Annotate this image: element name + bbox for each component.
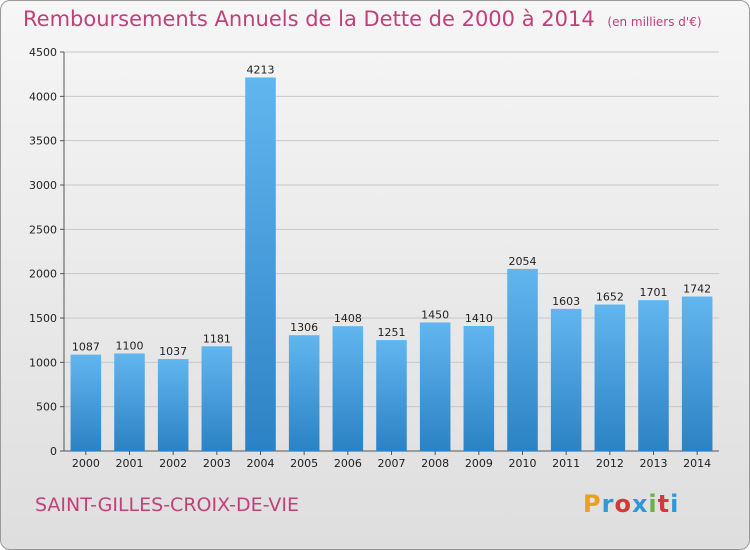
value-label: 1450	[421, 308, 449, 321]
bar	[332, 326, 364, 451]
y-tick-label: 3000	[29, 179, 57, 192]
x-tick-label: 2006	[334, 457, 362, 470]
x-tick-label: 2003	[203, 457, 231, 470]
bar	[638, 300, 669, 451]
y-tick-label: 4000	[29, 90, 57, 103]
bar	[463, 325, 495, 451]
x-tick-label: 2011	[552, 457, 580, 470]
x-tick-label: 2002	[159, 457, 187, 470]
logo-letter: o	[614, 490, 632, 518]
value-label: 1087	[72, 341, 100, 354]
y-tick-label: 500	[36, 401, 57, 414]
x-tick-label: 2012	[596, 457, 624, 470]
bar	[681, 296, 713, 451]
value-label: 4213	[247, 63, 275, 76]
bar	[201, 346, 233, 451]
x-tick-label: 2010	[509, 457, 537, 470]
bar	[550, 308, 582, 451]
logo-letter: r	[601, 490, 615, 518]
x-tick-label: 2005	[290, 457, 318, 470]
x-tick-label: 2007	[378, 457, 406, 470]
value-label: 1603	[552, 295, 580, 308]
town-name: SAINT-GILLES-CROIX-DE-VIE	[35, 494, 299, 516]
x-tick-label: 2009	[465, 457, 493, 470]
value-label: 2054	[509, 255, 537, 268]
bar	[70, 354, 102, 451]
bar	[376, 340, 407, 451]
bar	[157, 359, 189, 451]
x-tick-label: 2000	[72, 457, 100, 470]
logo-letter: i	[648, 490, 658, 518]
logo-letter: i	[670, 490, 680, 518]
value-label: 1652	[596, 291, 624, 304]
bars	[70, 77, 713, 452]
x-tick-label: 2001	[116, 457, 144, 470]
x-tick-label: 2008	[421, 457, 449, 470]
chart-title-text: Remboursements Annuels de la Dette de 20…	[23, 7, 595, 31]
bar	[245, 77, 276, 452]
value-label: 1251	[378, 326, 406, 339]
y-tick-label: 0	[50, 445, 57, 458]
x-tick-label: 2013	[640, 457, 668, 470]
value-label: 1410	[465, 312, 493, 325]
value-label: 1037	[159, 345, 187, 358]
x-tick-label: 2004	[247, 457, 275, 470]
y-tick-label: 1000	[29, 356, 57, 369]
y-tick-label: 4500	[29, 46, 57, 59]
bar	[507, 268, 538, 451]
y-tick-label: 2000	[29, 268, 57, 281]
bar	[288, 335, 320, 451]
chart-title: Remboursements Annuels de la Dette de 20…	[23, 7, 702, 31]
chart-unit: (en milliers d'€)	[607, 15, 702, 29]
y-tick-label: 1500	[29, 312, 57, 325]
value-label: 1408	[334, 312, 362, 325]
value-label: 1742	[683, 283, 711, 296]
value-labels: 1087 1100 1037 1181 4213 1306 1408 1251 1450 1410…	[72, 63, 711, 358]
y-tick-label: 2500	[29, 223, 57, 236]
logo-letter: x	[631, 490, 649, 518]
logo-letter: P	[583, 490, 602, 518]
value-label: 1306	[290, 321, 318, 334]
bar	[594, 304, 626, 451]
proxiti-logo[interactable]: Proxiti	[583, 490, 679, 518]
logo-letter: t	[657, 490, 671, 518]
y-tick-label: 3500	[29, 135, 57, 148]
bar	[114, 353, 145, 451]
value-label: 1701	[640, 286, 668, 299]
bar	[419, 322, 451, 451]
x-tick-label: 2014	[683, 457, 711, 470]
value-label: 1181	[203, 332, 231, 345]
value-label: 1100	[116, 339, 144, 352]
